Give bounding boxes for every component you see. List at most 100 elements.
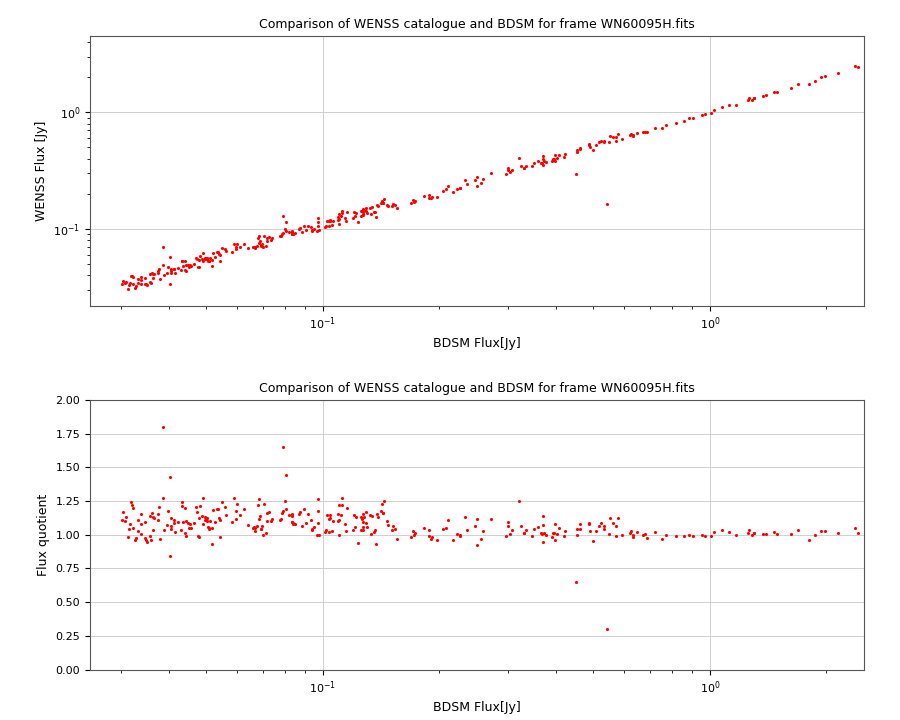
Point bbox=[310, 505, 325, 516]
Point bbox=[199, 253, 213, 264]
Point bbox=[647, 122, 662, 134]
Point bbox=[124, 499, 139, 510]
Point bbox=[285, 518, 300, 529]
Point bbox=[381, 519, 395, 531]
Point bbox=[301, 508, 315, 520]
Point bbox=[470, 171, 484, 183]
Point bbox=[364, 209, 378, 220]
Point bbox=[355, 206, 369, 217]
Point bbox=[310, 517, 325, 528]
Point bbox=[122, 277, 137, 289]
Point bbox=[572, 142, 587, 153]
Point bbox=[626, 531, 640, 542]
Point bbox=[274, 230, 288, 242]
Point bbox=[182, 522, 196, 534]
Point bbox=[526, 531, 540, 542]
Point bbox=[468, 521, 482, 532]
Point bbox=[531, 521, 545, 533]
Point bbox=[210, 504, 224, 516]
Point bbox=[703, 107, 717, 119]
Point bbox=[385, 524, 400, 536]
Point bbox=[582, 141, 597, 153]
Point bbox=[278, 223, 293, 235]
Point bbox=[347, 521, 362, 532]
Point bbox=[147, 513, 161, 524]
Point bbox=[274, 514, 288, 526]
Point bbox=[275, 228, 290, 239]
Point bbox=[219, 246, 233, 257]
Point bbox=[334, 509, 348, 521]
Point bbox=[607, 518, 621, 529]
Point bbox=[536, 153, 550, 165]
Point bbox=[210, 246, 224, 258]
Point bbox=[747, 93, 761, 104]
Point bbox=[380, 199, 394, 210]
Point bbox=[201, 255, 215, 266]
Point bbox=[213, 514, 228, 526]
Point bbox=[483, 167, 498, 179]
Point bbox=[600, 624, 615, 635]
Point bbox=[349, 511, 364, 523]
Point bbox=[332, 218, 347, 230]
Point bbox=[570, 528, 584, 540]
Point bbox=[256, 529, 270, 541]
Point bbox=[251, 500, 266, 511]
Point bbox=[677, 114, 691, 126]
Point bbox=[475, 526, 490, 537]
Point bbox=[254, 240, 268, 251]
Point bbox=[547, 156, 562, 167]
Point bbox=[167, 526, 182, 538]
Point bbox=[807, 529, 822, 541]
Point bbox=[538, 156, 553, 168]
Point bbox=[347, 210, 362, 222]
Point bbox=[582, 139, 597, 150]
Point bbox=[371, 200, 385, 212]
Point bbox=[558, 149, 572, 161]
Point bbox=[589, 140, 603, 151]
Point bbox=[354, 206, 368, 217]
Point bbox=[229, 505, 243, 517]
Point bbox=[386, 199, 400, 210]
Point bbox=[425, 191, 439, 202]
Point bbox=[386, 521, 400, 532]
Point bbox=[439, 522, 454, 534]
Point bbox=[284, 510, 299, 521]
Point bbox=[569, 168, 583, 180]
Point bbox=[356, 521, 370, 533]
Point bbox=[318, 526, 332, 538]
Point bbox=[603, 512, 617, 523]
Point bbox=[766, 526, 780, 538]
Point bbox=[164, 512, 178, 523]
Point bbox=[320, 524, 334, 536]
Point bbox=[144, 277, 158, 289]
Point bbox=[582, 518, 597, 529]
Point bbox=[184, 259, 198, 271]
Point bbox=[629, 127, 643, 139]
Point bbox=[150, 508, 165, 520]
Point bbox=[179, 265, 194, 276]
X-axis label: BDSM Flux[Jy]: BDSM Flux[Jy] bbox=[433, 701, 521, 714]
Point bbox=[593, 517, 608, 528]
Point bbox=[306, 223, 320, 235]
Point bbox=[354, 512, 368, 523]
Point bbox=[408, 527, 422, 539]
Point bbox=[535, 528, 549, 539]
Point bbox=[130, 532, 144, 544]
Y-axis label: Flux quotient: Flux quotient bbox=[37, 494, 50, 576]
Point bbox=[282, 509, 296, 521]
Point bbox=[310, 220, 325, 232]
Point bbox=[115, 276, 130, 287]
Point bbox=[227, 492, 241, 503]
Point bbox=[247, 521, 261, 533]
Point bbox=[517, 162, 531, 174]
Point bbox=[535, 157, 549, 168]
Point bbox=[130, 277, 145, 289]
Point bbox=[254, 240, 268, 251]
Point bbox=[266, 233, 280, 244]
Point bbox=[390, 534, 404, 545]
Point bbox=[380, 516, 394, 527]
Point bbox=[335, 492, 349, 504]
Point bbox=[122, 523, 136, 535]
Point bbox=[536, 510, 550, 522]
Point bbox=[475, 174, 490, 185]
